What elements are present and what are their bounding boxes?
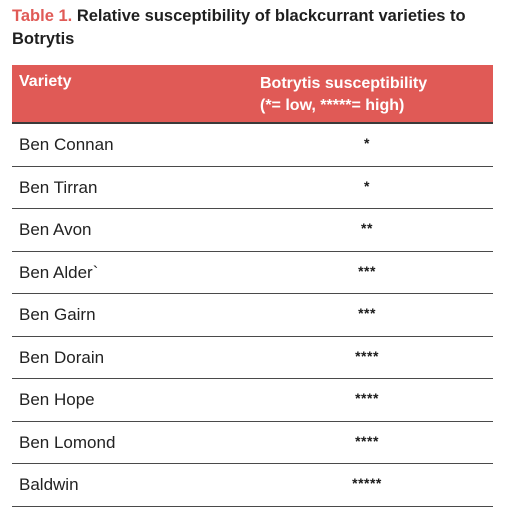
header-divider [12,122,493,124]
susceptibility-rating: ** [361,220,373,236]
susceptibility-rating: *** [358,305,376,321]
variety-name: Ben Dorain [19,347,105,367]
table-row: Ben Tirran * [12,167,493,209]
variety-name: Ben Hope [19,390,95,409]
table-row: Ben Alder` *** [12,252,493,294]
table-number-label: Table 1. [12,7,73,25]
susceptibility-rating: **** [355,390,379,406]
variety-name: Ben Lomond [19,432,116,452]
susceptibility-rating: **** [355,347,379,364]
table-row: Baldwin ***** [12,464,493,507]
table-title: Relative susceptibility of blackcurrant … [12,7,466,48]
table-row: Ben Gairn *** [12,294,493,337]
susceptibility-rating: **** [355,432,379,449]
variety-name: Baldwin [19,475,79,494]
header-susceptibility: Botrytis susceptibility (*= low, *****= … [260,73,427,117]
variety-name: Ben Avon [19,220,92,239]
table-row: Ben Avon ** [12,209,493,252]
table-row: Ben Lomond **** [12,422,493,464]
header-susceptibility-scale: (*= low, *****= high) [260,97,405,114]
susceptibility-rating: * [364,177,370,194]
header-susceptibility-title: Botrytis susceptibility [260,75,428,92]
header-variety: Variety [19,73,72,90]
susceptibility-rating: * [364,135,370,151]
susceptibility-table: Variety Botrytis susceptibility (*= low,… [12,65,493,507]
table-row: Ben Connan * [12,124,493,167]
susceptibility-rating: ***** [352,475,382,491]
variety-name: Ben Alder` [19,262,99,282]
table-caption: Table 1. Relative susceptibility of blac… [12,5,497,51]
variety-name: Ben Gairn [19,305,96,324]
table-row: Ben Dorain **** [12,337,493,379]
table-header: Variety Botrytis susceptibility (*= low,… [12,65,493,122]
variety-name: Ben Tirran [19,177,98,197]
table-row: Ben Hope **** [12,379,493,422]
susceptibility-rating: *** [358,262,376,279]
variety-name: Ben Connan [19,135,114,154]
